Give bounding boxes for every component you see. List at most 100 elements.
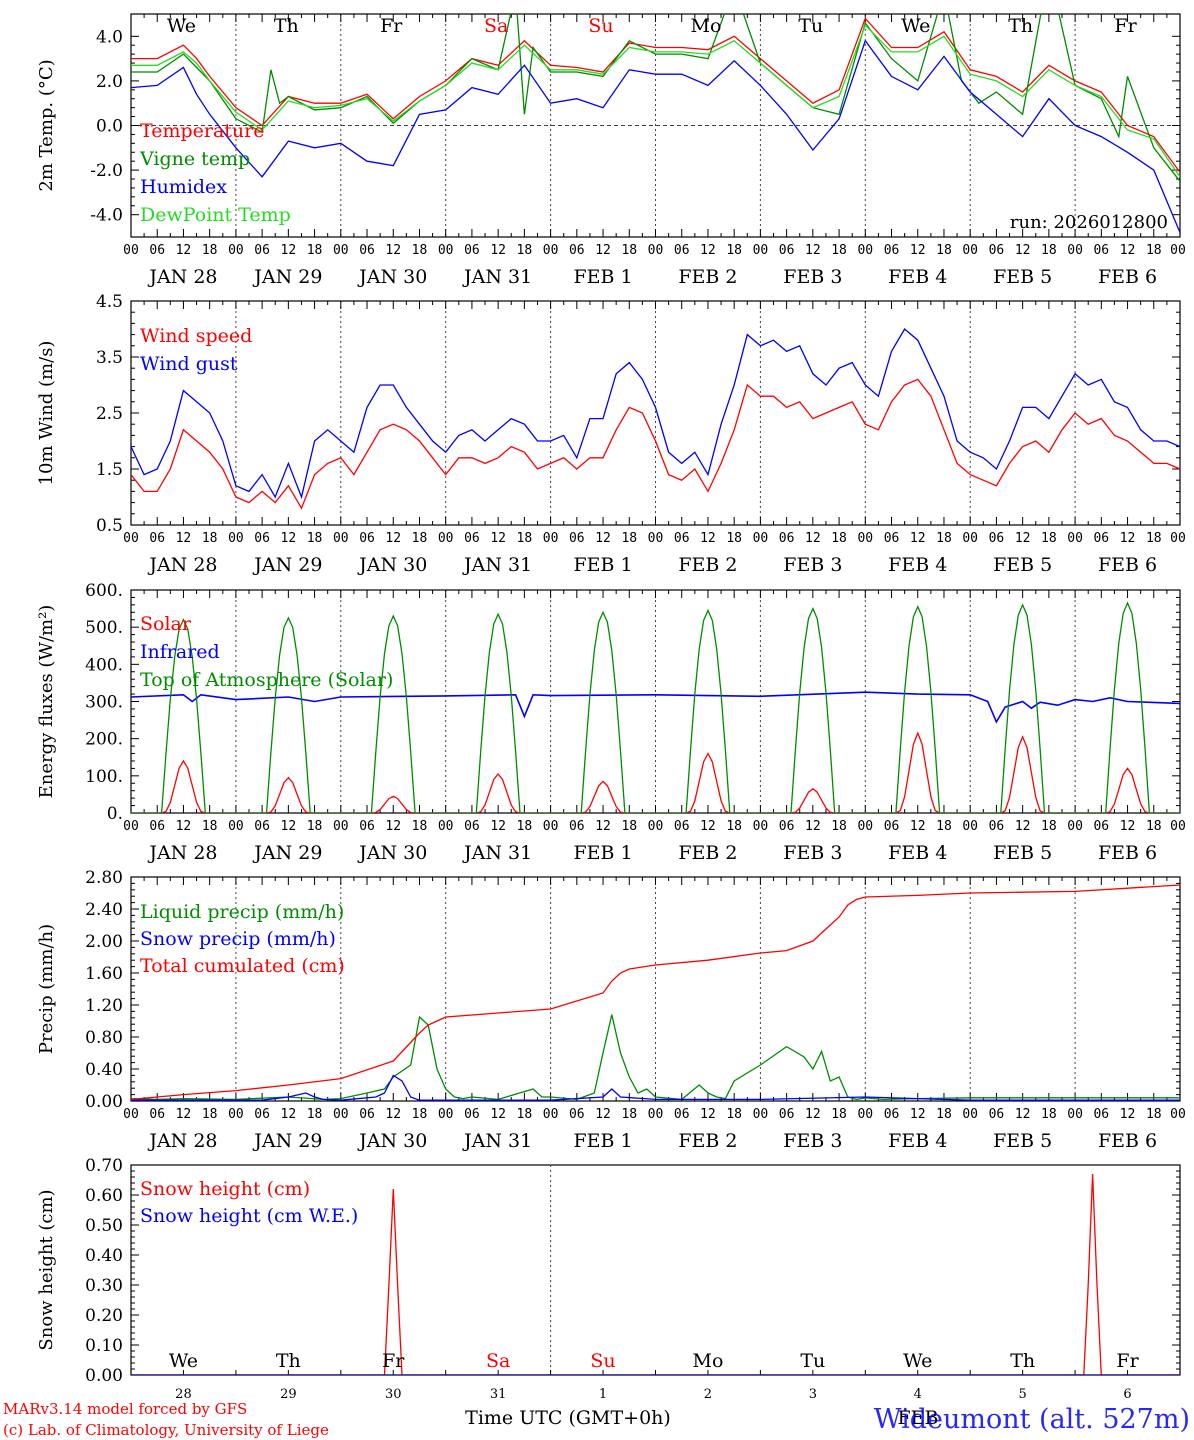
- hour-label: 06: [1093, 819, 1109, 834]
- y-axis-label: Snow height (cm): [36, 1189, 57, 1350]
- series-line-temperature: [131, 17, 1180, 173]
- series-line-wind-gust: [131, 328, 1180, 500]
- date-label: FEB 2: [678, 554, 737, 576]
- hour-label: 06: [1093, 1107, 1109, 1122]
- hour-label: 00: [438, 531, 454, 546]
- hour-label: 12: [176, 1107, 192, 1122]
- series-group: [131, 1173, 1180, 1375]
- hour-label: 00: [333, 531, 349, 546]
- y-tick-label: 0.50: [85, 1216, 123, 1236]
- day-name: Mo: [692, 1350, 723, 1372]
- series-line-dewpoint-temp: [131, 24, 1180, 178]
- hour-label: 12: [1120, 531, 1136, 546]
- hour-label: 18: [1146, 1107, 1162, 1122]
- y-tick-label: 1.60: [85, 964, 123, 984]
- hour-label: 00: [1170, 1107, 1186, 1122]
- hour-label: 00: [1067, 531, 1083, 546]
- hour-label: 12: [490, 531, 506, 546]
- hour-label: 18: [517, 531, 533, 546]
- date-label: FEB 4: [888, 554, 947, 576]
- hour-label: 12: [281, 1107, 297, 1122]
- hour-label: 00: [438, 243, 454, 258]
- hour-label: 18: [621, 243, 637, 258]
- y-tick-label: 0.60: [85, 1186, 123, 1206]
- hour-label: 06: [989, 243, 1005, 258]
- hour-label: 12: [595, 1107, 611, 1122]
- hour-label: 06: [464, 1107, 480, 1122]
- hour-label: 06: [359, 819, 375, 834]
- hour-label: 18: [1146, 531, 1162, 546]
- y-tick-label: 100.: [85, 767, 123, 787]
- hour-label: 12: [176, 243, 192, 258]
- hour-label: 12: [805, 531, 821, 546]
- hour-label: 18: [831, 1107, 847, 1122]
- hour-label: 18: [307, 819, 323, 834]
- hour-label: 12: [281, 531, 297, 546]
- hour-label: 18: [726, 819, 742, 834]
- hour-label: 00: [123, 1107, 139, 1122]
- date-label: FEB 4: [888, 1130, 947, 1152]
- date-label: JAN 30: [357, 842, 427, 864]
- date-label: JAN 28: [147, 842, 217, 864]
- date-label: FEB 2: [678, 842, 737, 864]
- legend-humidex: Humidex: [140, 176, 227, 198]
- date-label: JAN 30: [357, 1130, 427, 1152]
- date-label: FEB 3: [783, 266, 842, 288]
- hour-label: 00: [438, 819, 454, 834]
- hour-label: 06: [464, 243, 480, 258]
- hour-label: 00: [753, 1107, 769, 1122]
- panel-2: 4.5 3.5 2.5 1.5 0.5 10m Wind (m/s) Wind speed W…: [36, 292, 1186, 576]
- series-line-snow-precip-mm-h-: [131, 1074, 1180, 1101]
- hour-label: 00: [228, 819, 244, 834]
- hour-label: 18: [307, 243, 323, 258]
- hour-label: 06: [569, 819, 585, 834]
- y-tick-label: -2.0: [90, 161, 123, 181]
- hour-label: 06: [884, 819, 900, 834]
- hour-label: 12: [385, 819, 401, 834]
- date-label: JAN 31: [462, 554, 532, 576]
- date-label: JAN 30: [357, 554, 427, 576]
- series-line-humidex: [131, 39, 1180, 233]
- hour-label: 06: [674, 531, 690, 546]
- hour-label: 00: [543, 1107, 559, 1122]
- date-label: JAN 29: [252, 554, 322, 576]
- hour-label: 06: [884, 1107, 900, 1122]
- x-axis-label: Time UTC (GMT+0h): [465, 1407, 671, 1429]
- hour-label: 18: [202, 531, 218, 546]
- y-axis-label: 2m Temp. (°C): [36, 59, 57, 191]
- hour-label: 00: [753, 531, 769, 546]
- panel-3: 600. 500. 400. 300. 200. 100. 0. Energy fluxes …: [36, 581, 1186, 864]
- day-name: Sa: [484, 15, 508, 37]
- day-name: Th: [1010, 1350, 1035, 1372]
- hour-label: 18: [517, 819, 533, 834]
- day-name: Su: [588, 15, 613, 37]
- hour-label: 12: [1120, 819, 1136, 834]
- hour-label: 00: [543, 819, 559, 834]
- hour-label: 06: [149, 531, 165, 546]
- y-tick-label: 0.: [107, 804, 123, 824]
- date-label: FEB 4: [888, 842, 947, 864]
- day-name: Fr: [382, 1350, 405, 1372]
- day-name: We: [167, 15, 196, 37]
- date-label: FEB 5: [993, 266, 1052, 288]
- date-label: JAN 29: [252, 266, 322, 288]
- date-label: FEB 6: [1098, 1130, 1157, 1152]
- hour-label: 06: [674, 1107, 690, 1122]
- legend-dewpoint-temp: DewPoint Temp: [140, 204, 291, 226]
- date-label: FEB 5: [993, 842, 1052, 864]
- hour-label: 06: [254, 819, 270, 834]
- y-tick-label: 400.: [85, 655, 123, 675]
- hour-label: 12: [700, 243, 716, 258]
- legend-snow-precip-mm-h-: Snow precip (mm/h): [140, 928, 336, 950]
- day-number: 29: [280, 1387, 297, 1402]
- day-name: Su: [590, 1350, 615, 1372]
- y-tick-label: 200.: [85, 730, 123, 750]
- legend-wind-speed: Wind speed: [140, 325, 252, 347]
- hour-label: 06: [254, 531, 270, 546]
- y-tick-label: 1.5: [96, 460, 123, 480]
- hour-label: 00: [438, 1107, 454, 1122]
- hour-label: 00: [962, 819, 978, 834]
- hour-label: 00: [1067, 819, 1083, 834]
- day-number: 28: [175, 1387, 192, 1402]
- day-name: We: [901, 15, 930, 37]
